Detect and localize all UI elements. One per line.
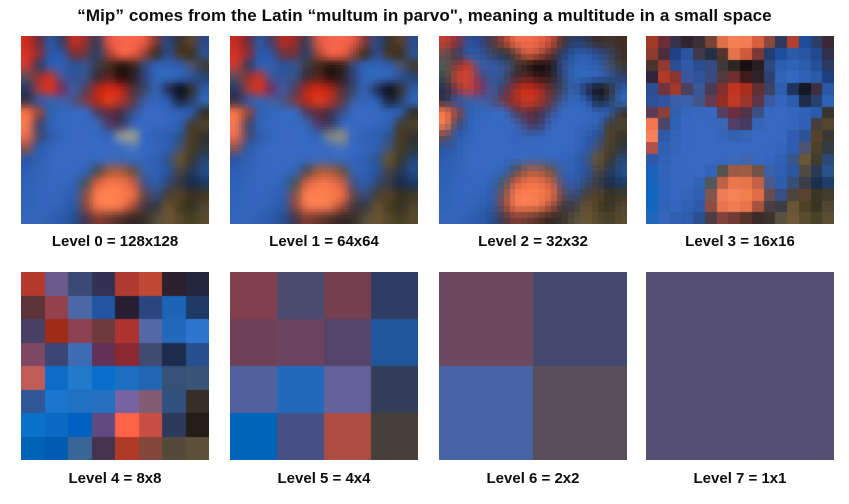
page-title: “Mip” comes from the Latin “multum in pa… (77, 6, 772, 25)
mip-image-level-7 (646, 272, 834, 460)
mip-tile-level-1: Level 1 = 64x64 (230, 36, 418, 250)
mip-image-level-1 (230, 36, 418, 224)
mip-image-level-2 (439, 36, 627, 224)
mip-label-level-0: Level 0 = 128x128 (51, 233, 179, 250)
mip-label-level-3: Level 3 = 16x16 (685, 233, 795, 250)
mip-tile-level-5: Level 5 = 4x4 (230, 272, 418, 487)
mip-tile-level-2: Level 2 = 32x32 (439, 36, 627, 250)
mip-image-level-3 (646, 36, 834, 224)
mip-tile-level-3: Level 3 = 16x16 (646, 36, 834, 250)
mip-image-level-5 (230, 272, 418, 460)
mip-tile-level-6: Level 6 = 2x2 (439, 272, 627, 487)
mip-tile-level-0: Level 0 = 128x128 (21, 36, 209, 250)
mip-label-level-4: Level 4 = 8x8 (68, 470, 162, 487)
mip-label-level-1: Level 1 = 64x64 (269, 233, 379, 250)
mip-label-level-2: Level 2 = 32x32 (478, 233, 588, 250)
mip-image-level-6 (439, 272, 627, 460)
mip-tile-level-4: Level 4 = 8x8 (21, 272, 209, 487)
mip-tile-level-7: Level 7 = 1x1 (646, 272, 834, 487)
mip-label-level-7: Level 7 = 1x1 (693, 470, 787, 487)
mip-image-level-4 (21, 272, 209, 460)
mip-image-level-0 (21, 36, 209, 224)
mip-label-level-6: Level 6 = 2x2 (486, 470, 580, 487)
mip-label-level-5: Level 5 = 4x4 (277, 470, 371, 487)
